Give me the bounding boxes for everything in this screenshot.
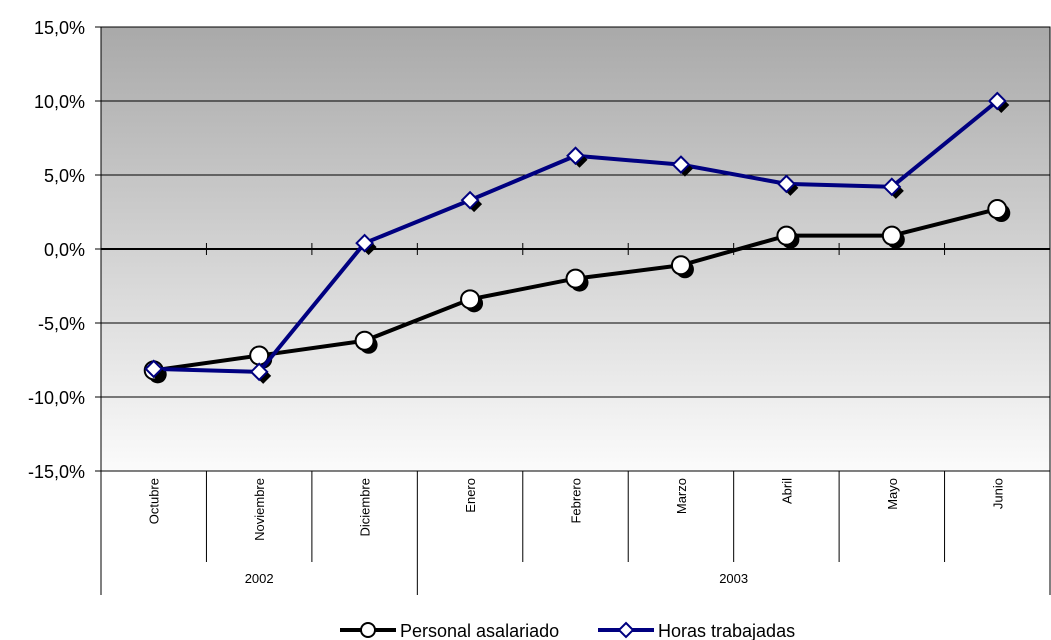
category-label: Marzo [674, 478, 689, 514]
gridlines [101, 26, 1050, 472]
data-point [355, 233, 375, 253]
category-label: Enero [463, 478, 478, 513]
data-point [987, 91, 1007, 111]
legend-label: Horas trabajadas [658, 621, 795, 640]
year-label: 2002 [245, 571, 274, 586]
category-label: Febrero [569, 478, 584, 524]
legend-item: Personal asalariado [340, 621, 559, 640]
data-point [460, 289, 481, 310]
category-label: Abril [779, 478, 794, 504]
data-point [670, 255, 691, 276]
data-point [776, 225, 797, 246]
data-point [776, 174, 796, 194]
y-tick-label: 5,0% [44, 166, 85, 186]
category-label: Junio [990, 478, 1005, 509]
axes [95, 26, 1051, 595]
y-axis-tick-labels: 15,0% 10,0% 5,0% 0,0% -5,0% -10,0% -15,0% [28, 18, 85, 482]
y-tick-label: 0,0% [44, 240, 85, 260]
legend-item: Horas trabajadas [598, 621, 795, 640]
y-tick-label: -15,0% [28, 462, 85, 482]
data-point [882, 177, 902, 197]
data-point [460, 190, 480, 210]
legend-marker [360, 622, 376, 638]
data-point [565, 268, 586, 289]
category-label: Mayo [885, 478, 900, 510]
category-label: Diciembre [358, 478, 373, 537]
data-point [144, 359, 164, 379]
x-axis-category-labels: Octubre Noviembre Diciembre Enero Febrero Mar… [147, 478, 1006, 586]
legend: Personal asalariado Horas trabajadas [340, 621, 795, 640]
series-personal-asalariado [143, 199, 1011, 384]
series-lines [143, 91, 1011, 384]
data-point [354, 330, 375, 351]
legend-marker [617, 621, 635, 639]
y-tick-label: 10,0% [34, 92, 85, 112]
category-label: Noviembre [252, 478, 267, 541]
data-point [881, 225, 902, 246]
data-point [249, 362, 269, 382]
data-point [671, 155, 691, 175]
year-label: 2003 [719, 571, 748, 586]
y-tick-label: 15,0% [34, 18, 85, 38]
y-tick-label: -10,0% [28, 388, 85, 408]
data-point [987, 199, 1008, 220]
series-horas-trabajadas [144, 91, 1010, 384]
data-point [566, 146, 585, 166]
y-tick-label: -5,0% [38, 314, 85, 334]
legend-label: Personal asalariado [400, 621, 559, 640]
category-label: Octubre [147, 478, 162, 524]
